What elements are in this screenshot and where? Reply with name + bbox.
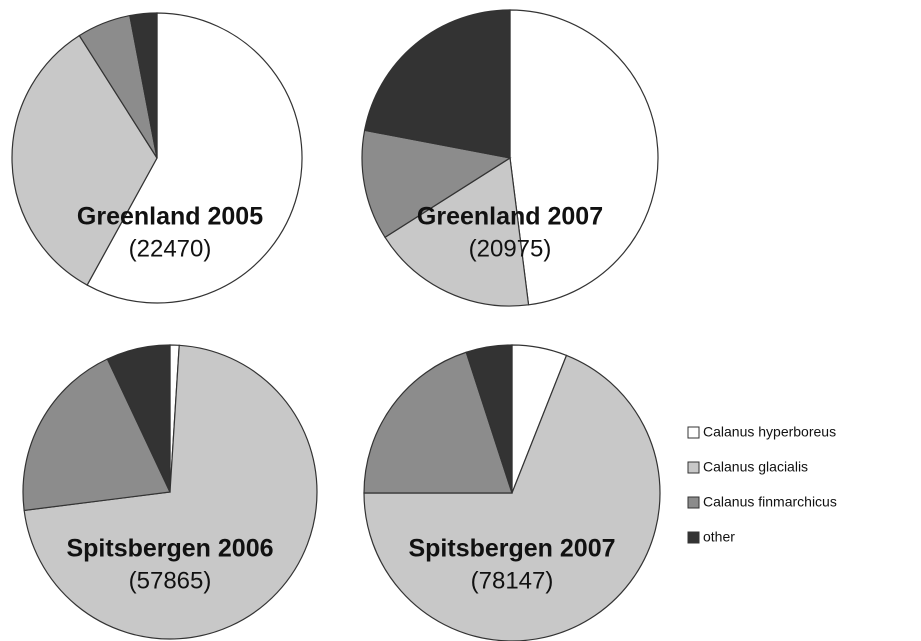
legend-swatch (687, 531, 700, 544)
pie-slice (363, 354, 661, 641)
pie-title: Spitsbergen 2006 (66, 535, 273, 563)
pie-slice (129, 12, 158, 159)
legend-label: other (703, 529, 735, 545)
pie-slice (11, 34, 158, 286)
pie-slice (22, 358, 171, 512)
pie-title: Greenland 2007 (417, 203, 603, 231)
pie-subtitle: (57865) (129, 567, 212, 594)
pie-slice (465, 344, 513, 494)
pie-slice (509, 9, 659, 306)
legend-label: Calanus finmarchicus (703, 494, 837, 510)
pie-slice (363, 9, 511, 159)
pie-subtitle: (20975) (469, 235, 552, 262)
pie-title: Greenland 2005 (77, 203, 263, 231)
legend-swatch (687, 461, 700, 474)
pie-title: Spitsbergen 2007 (408, 535, 615, 563)
pie-slice (106, 344, 171, 493)
pie-slice (384, 156, 530, 307)
pie-subtitle: (78147) (471, 567, 554, 594)
pie-subtitle: (22470) (129, 235, 212, 262)
legend-swatch (687, 496, 700, 509)
pie-slice (86, 12, 303, 304)
legend-swatch (687, 426, 700, 439)
pie-slice (361, 129, 512, 239)
legend-label: Calanus glacialis (703, 459, 808, 475)
pie-slice (363, 351, 513, 494)
legend-label: Calanus hyperboreus (703, 424, 836, 440)
